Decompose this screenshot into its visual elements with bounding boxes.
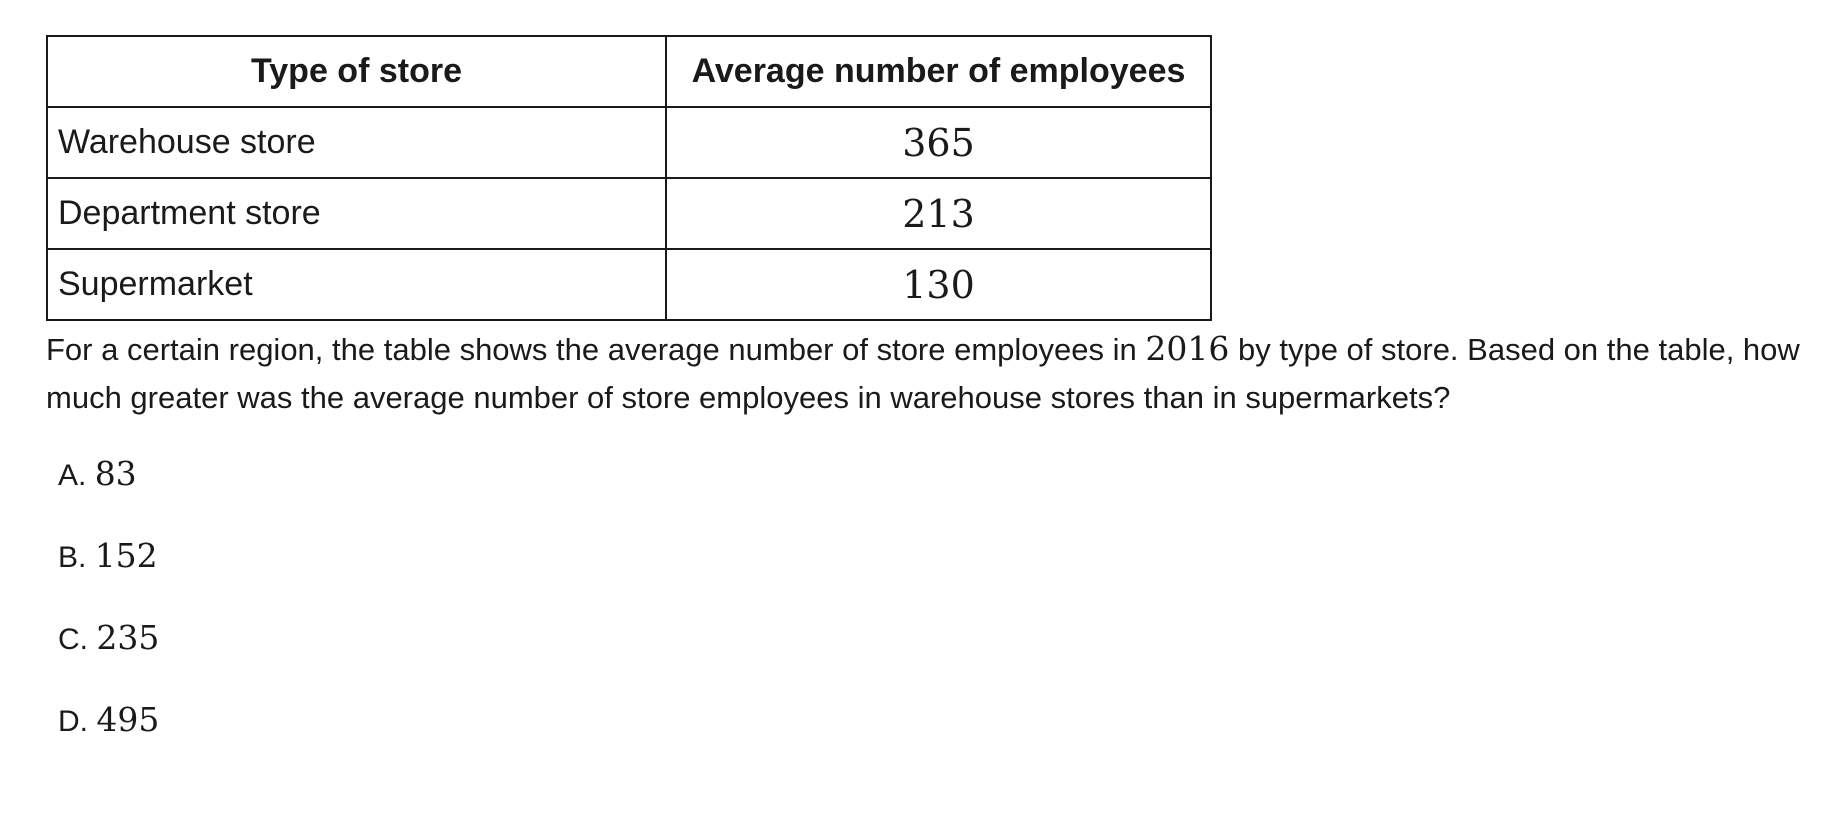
employees-table: Type of store Average number of employee… — [46, 35, 1212, 321]
table-row: Department store 213 — [46, 177, 1212, 250]
choice-letter: D. — [58, 705, 97, 738]
stem-year: 2016 — [1145, 329, 1230, 368]
choice-b[interactable]: B. 152 — [58, 535, 1816, 617]
choice-value: 152 — [94, 536, 158, 575]
question-stem: For a certain region, the table shows th… — [46, 325, 1816, 422]
choice-letter: B. — [58, 541, 95, 574]
choice-letter: A. — [58, 459, 95, 492]
table-header-row: Type of store Average number of employee… — [46, 35, 1212, 108]
choice-c[interactable]: C. 235 — [58, 617, 1816, 699]
row-store-type: Warehouse store — [46, 106, 667, 179]
row-average-value: 130 — [665, 248, 1212, 321]
answer-choices: A. 83 B. 152 C. 235 D. 495 — [58, 453, 1816, 781]
row-average-value: 213 — [665, 177, 1212, 250]
choice-letter: C. — [58, 623, 97, 656]
choice-value: 235 — [96, 618, 160, 657]
choice-d[interactable]: D. 495 — [58, 699, 1816, 781]
stem-text-start: For a certain region, the table shows th… — [46, 332, 1146, 367]
table-row: Supermarket 130 — [46, 248, 1212, 321]
choice-value: 83 — [94, 454, 137, 493]
question-block: Type of store Average number of employee… — [46, 35, 1816, 781]
stem-text-end: by type of store. Based on the table, ho… — [46, 332, 1800, 415]
table-row: Warehouse store 365 — [46, 106, 1212, 179]
choice-value: 495 — [96, 700, 160, 739]
choice-a[interactable]: A. 83 — [58, 453, 1816, 535]
header-average-employees: Average number of employees — [665, 35, 1212, 108]
row-average-value: 365 — [665, 106, 1212, 179]
row-store-type: Department store — [46, 177, 667, 250]
header-type-of-store: Type of store — [46, 35, 667, 108]
row-store-type: Supermarket — [46, 248, 667, 321]
